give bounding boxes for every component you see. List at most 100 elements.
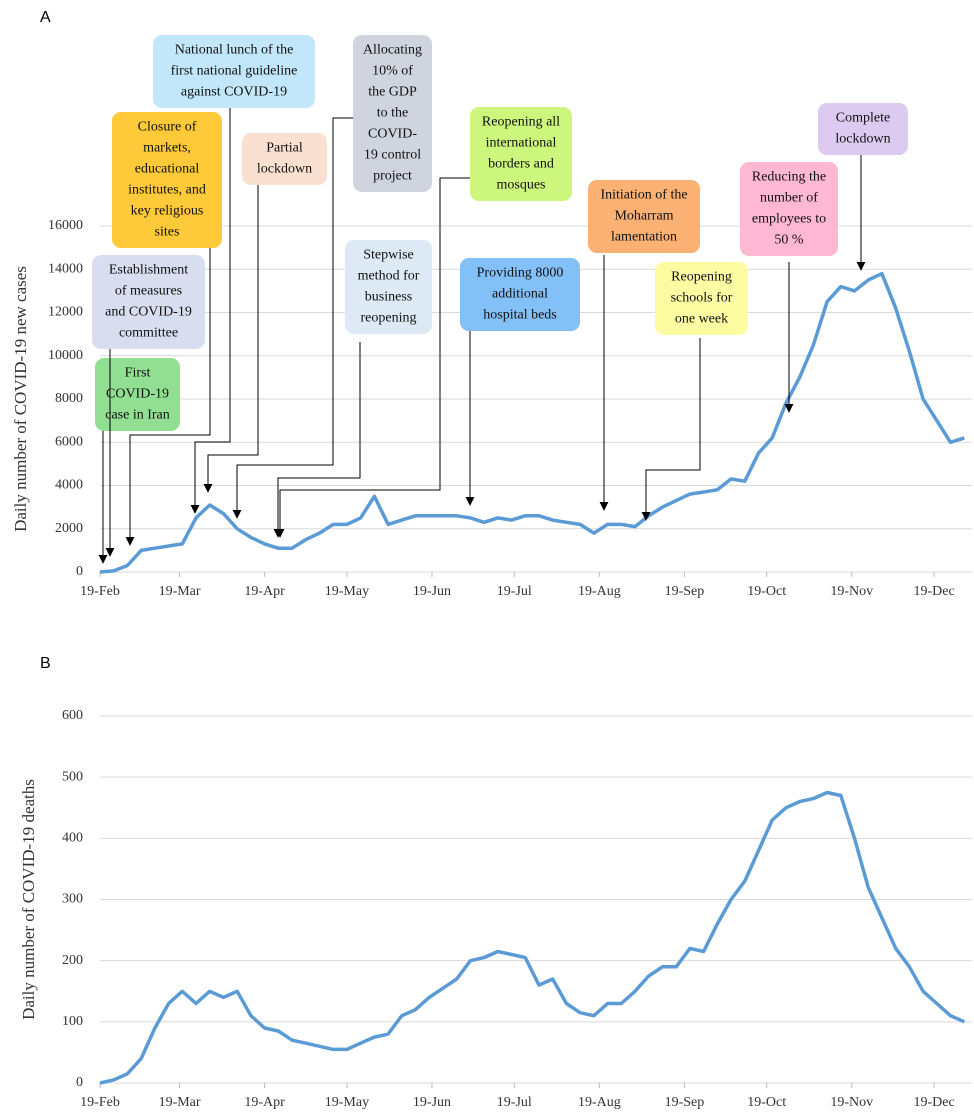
x-tick-label: 19-Jul [497,584,532,599]
x-tick-label: 19-Nov [830,1095,873,1110]
x-tick-label: 19-May [325,584,369,599]
annotation-text: COVID-19 [106,387,169,402]
annotation-box [818,103,908,155]
annotation-text: institutes, and [128,183,206,198]
y-tick-label: 12000 [48,305,83,320]
annotation-arrow [190,103,231,514]
x-tick-label: 19-May [325,1095,369,1110]
x-tick-label: 19-Nov [830,584,873,599]
y-tick-label: 16000 [48,218,83,233]
annotation-text: Allocating [363,43,422,58]
annotation-text: Reopening all [482,115,560,130]
annotation-box [470,107,572,201]
x-tick-label: 19-Sep [665,1095,705,1110]
annotation-box [153,35,315,108]
annotation-text: 50 % [774,233,804,248]
y-tick-label: 300 [62,892,83,907]
annotation-text: of measures [115,284,182,299]
data-line [99,790,966,1085]
annotation-arrow [641,338,701,521]
y-tick-label: 600 [62,708,83,723]
annotation-text: employees to [752,212,826,227]
annotation-text: the GDP [368,85,417,100]
annotation-text: Establishment [109,263,188,278]
annotation-text: lamentation [611,230,677,245]
annotation-box [242,133,327,185]
x-tick-label: 19-Jun [413,584,451,599]
annotation-text: to the [377,106,409,121]
annotation-text: hospital beds [483,308,557,323]
annotation-text: against COVID-19 [181,85,287,100]
annotation-box [112,112,222,248]
y-tick-label: 200 [62,953,83,968]
annotation-arrow [232,117,353,519]
x-tick-label: 19-Sep [665,584,705,599]
annotation-text: Providing 8000 [477,266,564,281]
annotation-text: lockdown [257,162,312,177]
annotation-text: First [125,366,151,381]
annotation-box [95,358,180,431]
x-tick-label: 19-Mar [159,1095,201,1110]
annotation-text: one week [675,312,728,327]
x-tick-label: 19-Aug [578,1095,621,1110]
annotation-box [460,258,580,331]
y-tick-label: 4000 [55,478,83,493]
y-tick-label: 500 [62,769,83,784]
y-tick-label: 10000 [48,348,83,363]
panel-label: B [40,655,51,672]
annotation-box [345,240,432,334]
annotation-box [92,255,205,349]
data-line [99,271,965,574]
annotation-text: Reopening [671,270,732,285]
annotation-arrow [125,248,211,546]
x-tick-label: 19-Mar [159,584,201,599]
x-tick-label: 19-Apr [244,1095,285,1110]
x-tick-label: 19-Feb [80,584,120,599]
annotation-text: international [486,136,557,151]
annotation-text: Moharram [614,209,673,224]
annotation-text: key religious [131,204,204,219]
annotation-text: sites [155,225,180,240]
y-tick-label: 0 [76,564,83,579]
annotation-text: committee [119,326,178,341]
y-tick-label: 8000 [55,391,83,406]
annotation-box [740,162,838,256]
annotation-text: 19 control [364,148,421,163]
x-tick-label: 19-Dec [913,1095,954,1110]
y-axis-title: Daily number of COVID-19 deaths [19,779,38,1020]
annotation-text: markets, [143,141,191,156]
annotation-box [588,180,700,253]
annotation-text: and COVID-19 [105,305,192,320]
annotation-text: borders and [488,157,554,172]
annotation-text: Closure of [138,120,197,135]
x-tick-label: 19-Aug [578,584,621,599]
annotation-text: case in Iran [105,408,170,423]
annotation-text: reopening [361,311,417,326]
annotation-text: COVID- [368,127,417,142]
y-tick-label: 0 [76,1075,83,1090]
annotation-text: Partial [266,141,303,156]
annotation-text: mosques [497,178,546,193]
annotation-text: educational [135,162,200,177]
annotation-text: business [365,290,412,305]
annotation-arrow [275,177,470,538]
x-tick-label: 19-Dec [913,584,954,599]
annotation-text: lockdown [835,132,890,147]
annotation-text: additional [492,287,548,302]
x-tick-label: 19-Oct [747,584,786,599]
x-tick-label: 19-Feb [80,1095,120,1110]
annotation-text: National lunch of the [175,43,294,58]
annotation-text: project [373,169,412,184]
annotation-arrow [203,185,259,493]
y-axis-title: Daily number of COVID-19 new cases [11,266,30,532]
x-tick-label: 19-Jun [413,1095,451,1110]
annotation-box [655,262,748,335]
annotation-text: method for [358,269,420,284]
x-tick-label: 19-Jul [497,1095,532,1110]
x-tick-label: 19-Apr [244,584,285,599]
y-tick-label: 100 [62,1014,83,1029]
y-tick-label: 14000 [48,261,83,276]
x-tick-label: 19-Oct [747,1095,786,1110]
y-tick-label: 400 [62,831,83,846]
